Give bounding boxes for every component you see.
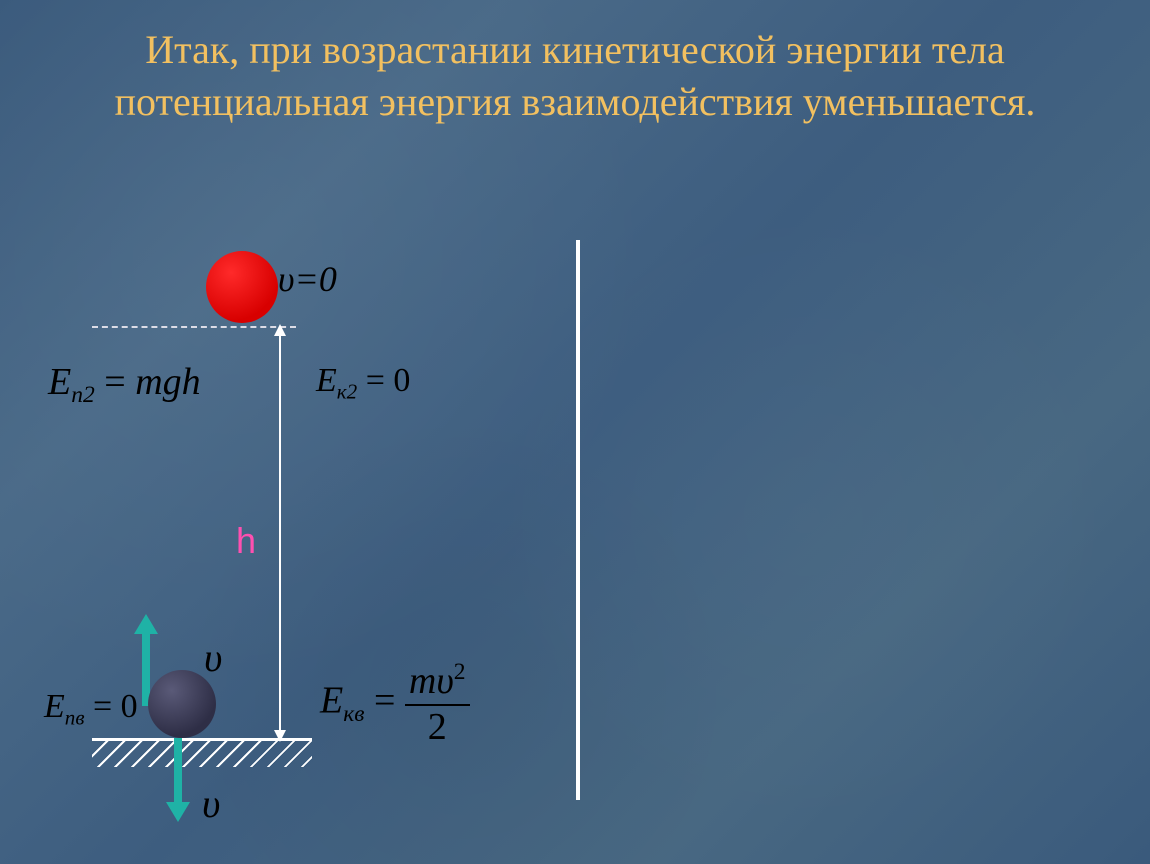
E-symbol: E bbox=[48, 361, 71, 403]
ground-hatching bbox=[92, 741, 312, 767]
vertical-divider bbox=[576, 240, 580, 800]
rhs: mgh bbox=[135, 361, 200, 403]
kinetic-energy-bottom: Eкв = mυ2 2 bbox=[320, 660, 470, 748]
rhs: 0 bbox=[393, 362, 410, 399]
potential-energy-bottom: Eпв = 0 bbox=[44, 688, 138, 730]
equals: = bbox=[366, 362, 394, 399]
height-label: h bbox=[236, 520, 256, 562]
subscript: пв bbox=[65, 705, 85, 729]
fraction: mυ2 2 bbox=[405, 660, 470, 748]
slide-title: Итак, при возрастании кинетической энерг… bbox=[40, 24, 1110, 128]
height-top-dashed-line bbox=[92, 326, 296, 328]
potential-energy-top: Eп2 = mgh bbox=[48, 360, 201, 409]
upsilon-symbol: υ bbox=[202, 781, 220, 826]
rhs: 0 bbox=[121, 688, 138, 725]
upsilon-symbol: υ=0 bbox=[278, 259, 337, 299]
velocity-label-lower: υ bbox=[202, 780, 220, 827]
E-symbol: E bbox=[316, 362, 337, 399]
kinetic-energy-top: Eк2 = 0 bbox=[316, 362, 410, 404]
velocity-label-upper: υ bbox=[204, 634, 222, 681]
subscript: кв bbox=[343, 701, 364, 727]
upsilon-symbol: υ bbox=[204, 635, 222, 680]
subscript: к2 bbox=[337, 379, 357, 403]
height-arrow bbox=[270, 324, 290, 742]
physics-diagram: υ=0 Eп2 = mgh Eк2 = 0 h υ Eпв = 0 Eкв bbox=[30, 240, 540, 810]
velocity-arrow-down bbox=[166, 738, 190, 822]
ball-bottom bbox=[148, 670, 216, 738]
E-symbol: E bbox=[320, 680, 343, 722]
equals: = bbox=[93, 688, 121, 725]
equals: = bbox=[104, 361, 135, 403]
subscript: п2 bbox=[71, 382, 95, 408]
equals: = bbox=[374, 680, 405, 722]
ball-top bbox=[206, 251, 278, 323]
E-symbol: E bbox=[44, 688, 65, 725]
velocity-zero-label: υ=0 bbox=[278, 258, 337, 300]
